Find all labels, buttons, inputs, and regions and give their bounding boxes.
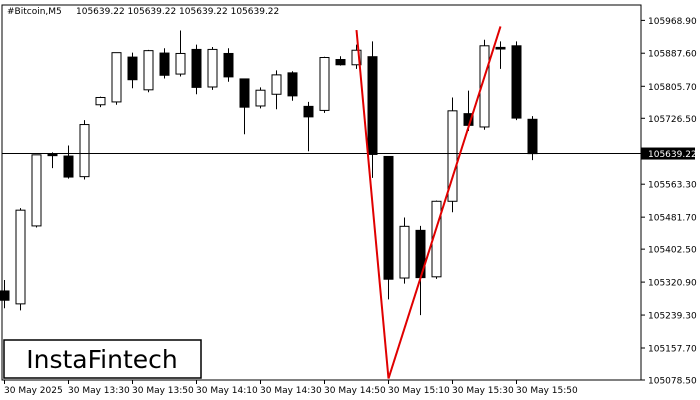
logo-text: InstaFintech <box>26 345 178 374</box>
candle <box>111 52 122 105</box>
candle <box>511 41 522 121</box>
x-tick-label: 30 May 14:50 <box>324 386 386 396</box>
candle-body-bearish <box>527 118 538 155</box>
candle <box>319 56 330 113</box>
candle <box>351 44 362 69</box>
candle-body-bearish <box>0 290 10 301</box>
candle-body-bearish <box>495 46 506 50</box>
x-tick-label: 30 May 13:30 <box>68 386 130 396</box>
price-axis: 105968.90 105887.60 105805.70 105726.50 1055… <box>641 17 697 387</box>
candle <box>255 87 266 109</box>
plot-frame <box>1 4 642 381</box>
candle <box>367 41 378 178</box>
candle-body-bearish <box>63 155 74 178</box>
chart-ohlc-values: 105639.22 105639.22 105639.22 105639.22 <box>76 7 279 17</box>
candle-body-bullish <box>111 52 122 103</box>
instafintech-logo: InstaFintech <box>3 339 202 379</box>
y-tick-label: 105402.50 <box>648 246 697 256</box>
candle-body-bullish <box>351 49 362 66</box>
y-tick-label: 105239.30 <box>648 312 697 322</box>
candle <box>223 48 234 82</box>
candle-body-bullish <box>319 57 330 111</box>
x-tick-label: 30 May 15:50 <box>516 386 578 396</box>
time-axis: 30 May 2025 30 May 13:30 30 May 13:50 30 Ma… <box>4 380 578 396</box>
pattern-line <box>355 29 390 379</box>
candle-body-bullish <box>447 110 458 202</box>
x-tick-label: 30 May 14:30 <box>260 386 322 396</box>
candles-layer <box>0 30 538 316</box>
y-tick-label: 105726.50 <box>648 115 697 125</box>
candle-body-bullish <box>399 225 410 279</box>
candle <box>271 70 282 110</box>
candle-body-bearish <box>303 105 314 118</box>
candle-body-bullish <box>207 48 218 88</box>
candle-body-bearish <box>511 45 522 119</box>
x-tick-label: 30 May 13:50 <box>132 386 194 396</box>
y-tick-label: 105887.60 <box>648 50 697 60</box>
candle-body-bearish <box>335 59 346 66</box>
y-tick-label: 105320.90 <box>648 279 697 289</box>
x-tick-label: 30 May 14:10 <box>196 386 258 396</box>
candle <box>79 120 90 180</box>
y-tick-label: 105805.70 <box>648 83 697 93</box>
candle <box>127 52 138 89</box>
candle-body-bullish <box>255 89 266 107</box>
candle-body-bearish <box>367 56 378 155</box>
y-tick-label: 105157.70 <box>648 345 697 355</box>
candle <box>239 78 250 135</box>
candle-body-bullish <box>479 45 490 128</box>
candle-body-bullish <box>143 50 154 91</box>
current-price-label-group: 105639.22 <box>641 147 697 160</box>
chart-symbol: #Bitcoin,M5 <box>7 7 62 17</box>
candle <box>447 97 458 213</box>
candle <box>175 30 186 77</box>
candle <box>479 39 490 130</box>
candle <box>95 96 106 108</box>
x-tick-label: 30 May 15:10 <box>388 386 450 396</box>
x-tick-label: 30 May 2025 <box>4 386 63 396</box>
candle-body-bearish <box>127 56 138 81</box>
candle-body-bearish <box>223 52 234 78</box>
candle <box>143 49 154 93</box>
candle-body-bearish <box>159 52 170 76</box>
candle-body-bearish <box>383 155 394 280</box>
candle-body-bullish <box>15 209 26 305</box>
candle <box>207 47 218 90</box>
candle <box>15 208 26 311</box>
candle <box>159 48 170 79</box>
logo-frame <box>3 339 202 379</box>
candle <box>335 56 346 66</box>
candle-body-bullish <box>79 124 90 178</box>
candle <box>399 217 410 284</box>
current-price-label-background <box>641 147 695 160</box>
candle-body-bearish <box>287 72 298 97</box>
y-tick-label: 105968.90 <box>648 17 697 27</box>
candle <box>0 280 10 309</box>
candle-body-bearish <box>239 78 250 108</box>
y-tick-label: 105481.70 <box>648 214 697 224</box>
candle-body-bullish <box>175 52 186 75</box>
current-price-label: 105639.22 <box>648 150 697 160</box>
candle <box>383 155 394 300</box>
candle <box>495 41 506 69</box>
y-tick-label: 105563.30 <box>648 181 697 191</box>
x-tick-label: 30 May 15:30 <box>452 386 514 396</box>
candle <box>191 44 202 95</box>
candle <box>31 154 42 228</box>
y-tick-label: 105078.50 <box>648 377 697 387</box>
candle <box>287 71 298 101</box>
candle-body-bullish <box>271 74 282 95</box>
pattern-line <box>387 26 502 379</box>
candle-body-bullish <box>31 154 42 227</box>
candle-body-bearish <box>191 48 202 88</box>
candle <box>303 101 314 152</box>
candle-body-bullish <box>95 96 106 106</box>
candle <box>63 145 74 179</box>
pattern-layer <box>355 26 502 379</box>
